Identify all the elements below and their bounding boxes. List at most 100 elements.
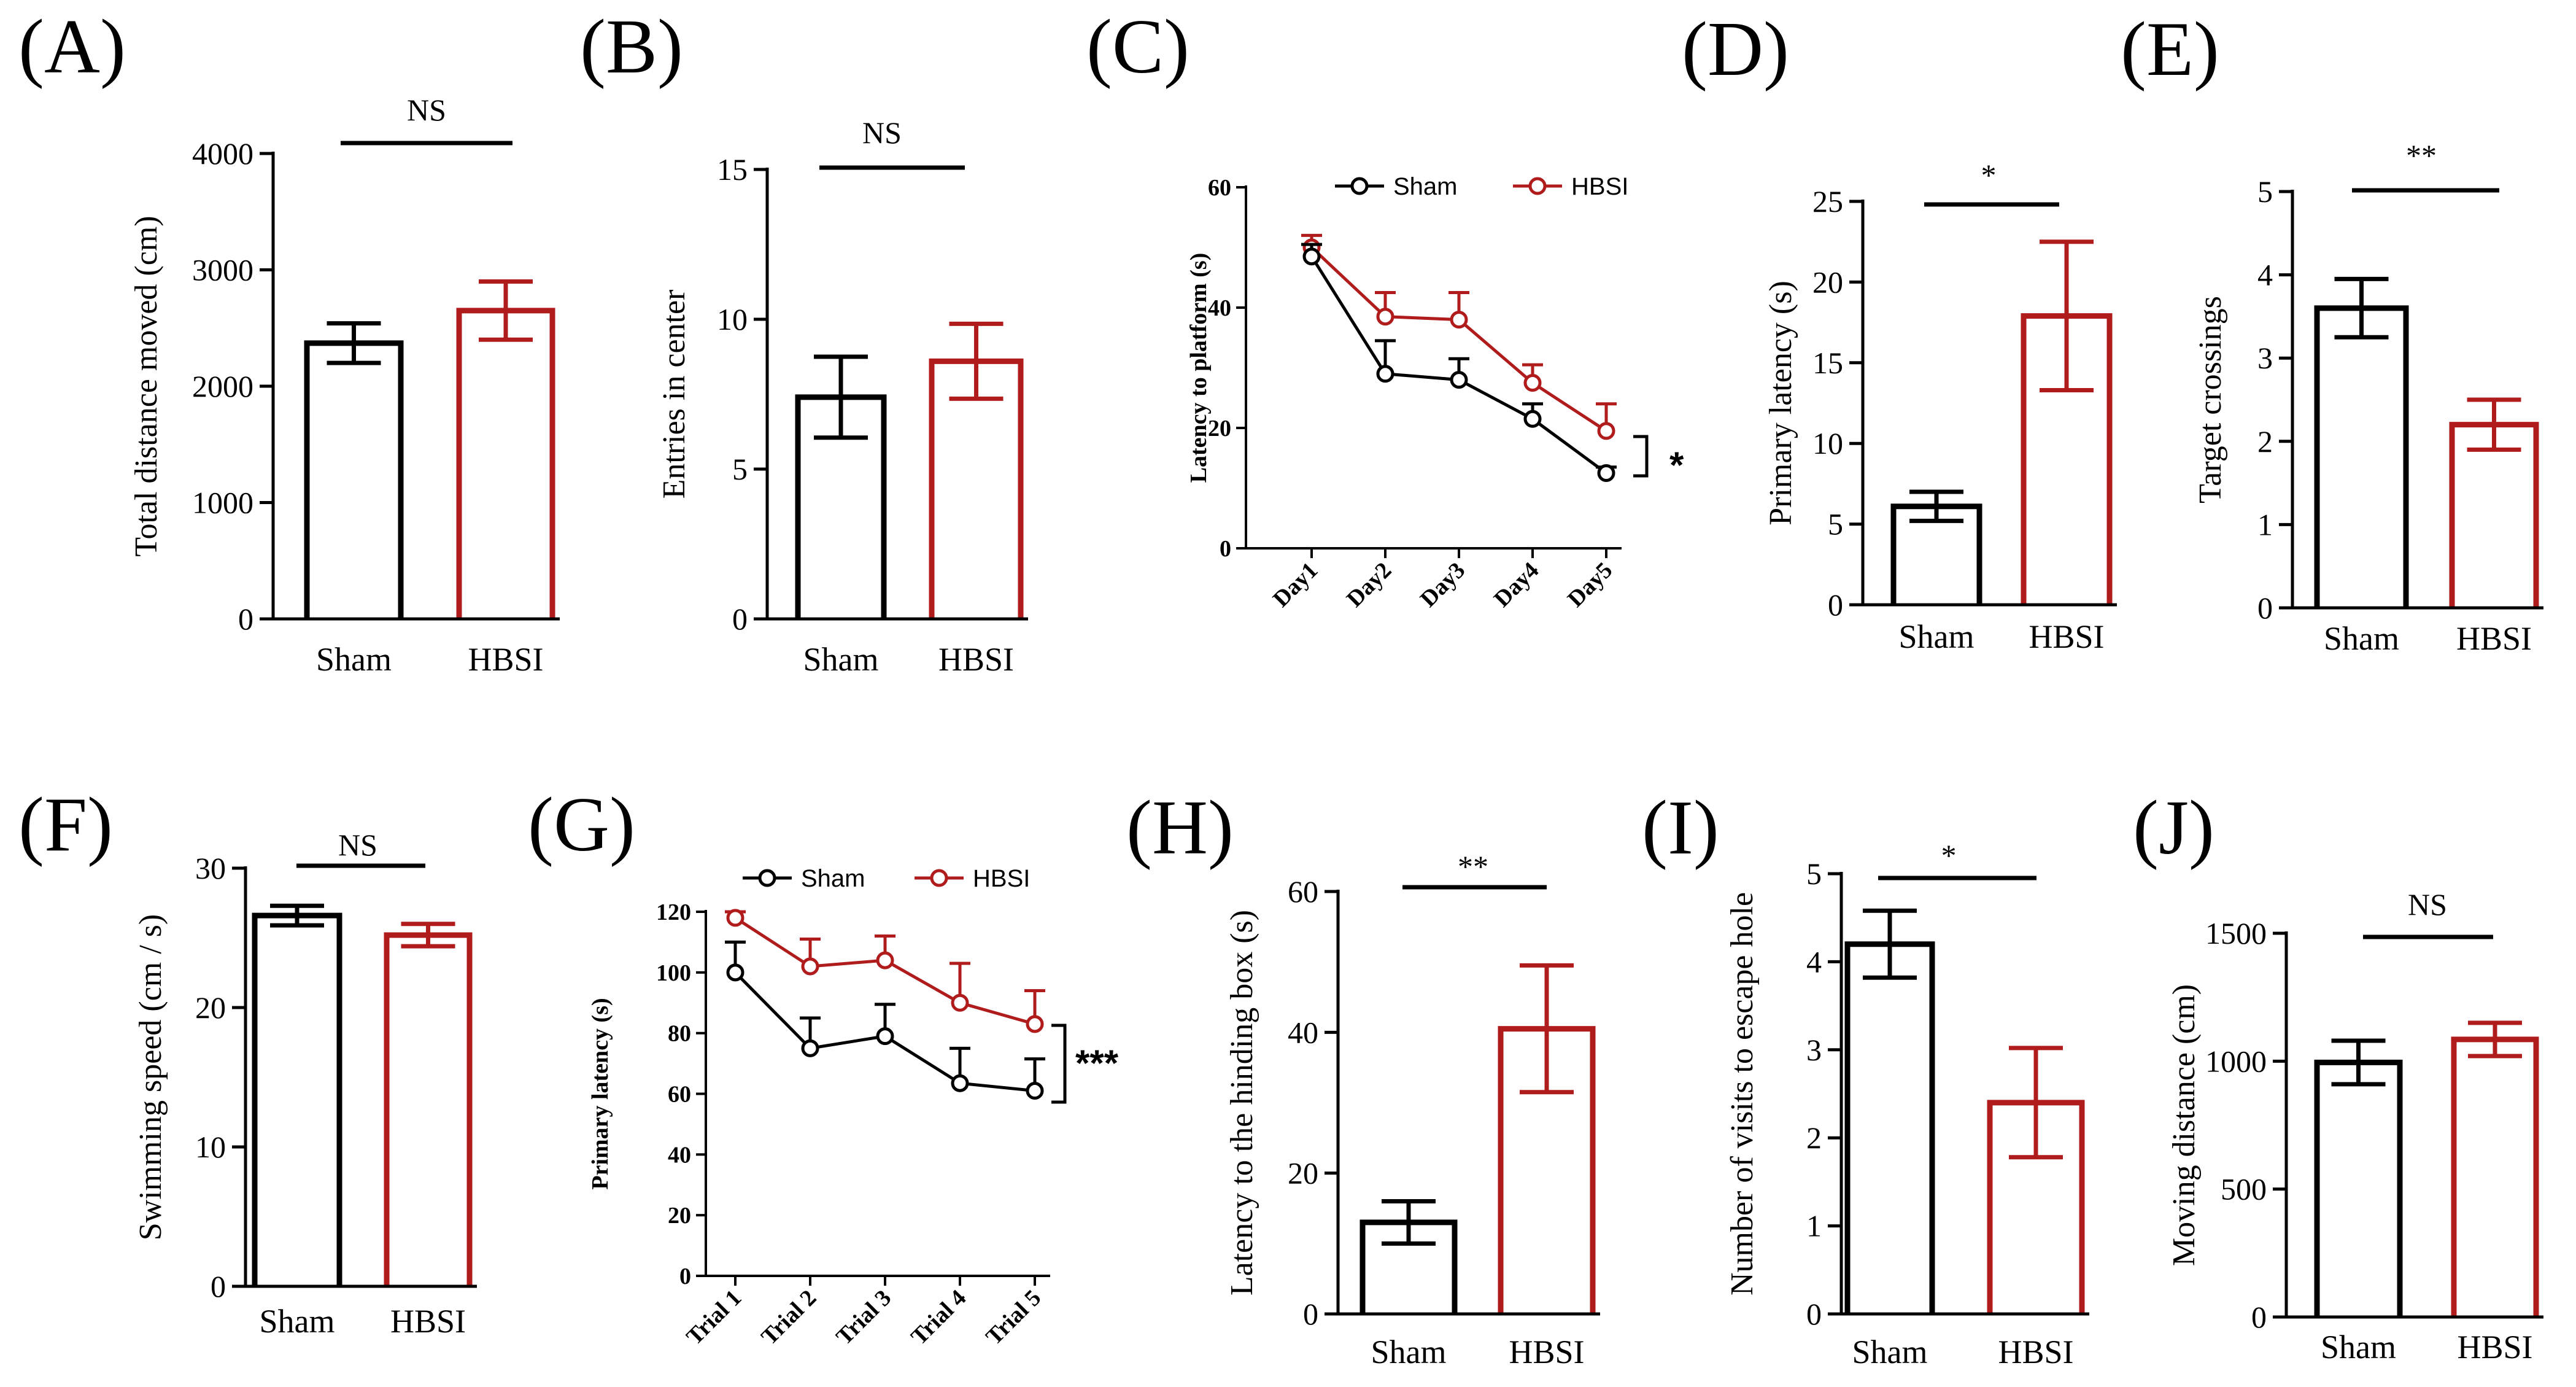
significance-label-d: * xyxy=(1981,158,1997,192)
data-point-hbsi-g xyxy=(801,957,819,976)
x-tick-label-c: Day4 xyxy=(1489,558,1544,612)
y-axis-label-b: Entries in center xyxy=(657,290,692,499)
y-tick-label-g: 100 xyxy=(656,960,691,986)
x-tick-label-b: HBSI xyxy=(938,641,1014,678)
data-point-hbsi-g xyxy=(726,909,745,927)
x-tick-label-e: Sham xyxy=(2324,620,2399,657)
x-tick-label-h: HBSI xyxy=(1509,1334,1584,1370)
data-point-sham-g xyxy=(876,1027,894,1046)
data-point-hbsi-g xyxy=(1026,1015,1044,1033)
data-point-sham-g xyxy=(1026,1082,1044,1100)
y-tick-label-d: 10 xyxy=(1812,426,1843,460)
y-tick-label-f: 10 xyxy=(195,1130,226,1164)
panel-letter-a: (A) xyxy=(18,4,126,90)
y-tick-label-a: 3000 xyxy=(192,253,253,287)
y-tick-label-e: 3 xyxy=(2257,341,2273,375)
y-tick-label-i: 0 xyxy=(1806,1297,1822,1331)
data-point-sham-c xyxy=(1450,371,1468,389)
legend-label-hbsi-g: HBSI xyxy=(973,865,1030,892)
x-tick-label-j: Sham xyxy=(2321,1329,2396,1366)
legend-label-sham-g: Sham xyxy=(801,865,865,892)
significance-label-i: * xyxy=(1941,838,1957,872)
y-tick-label-c: 0 xyxy=(1220,536,1231,562)
panel-letter-e: (E) xyxy=(2121,7,2219,92)
bar-sham-e xyxy=(2314,305,2409,608)
y-tick-label-d: 5 xyxy=(1828,507,1843,542)
y-tick-label-c: 20 xyxy=(1208,416,1231,441)
y-tick-label-d: 20 xyxy=(1812,265,1843,299)
significance-label-e: ** xyxy=(2406,138,2437,173)
y-tick-label-g: 20 xyxy=(668,1203,691,1229)
panel-letter-d: (D) xyxy=(1682,7,1789,92)
y-tick-label-e: 1 xyxy=(2257,507,2273,542)
y-tick-label-g: 0 xyxy=(679,1264,691,1289)
x-tick-label-g: Trial 4 xyxy=(906,1285,971,1350)
legend-marker-sham-g xyxy=(758,869,776,887)
y-tick-label-b: 10 xyxy=(717,302,748,336)
x-tick-label-c: Day3 xyxy=(1415,558,1470,612)
y-tick-label-e: 4 xyxy=(2257,258,2273,292)
x-tick-label-e: HBSI xyxy=(2456,620,2532,657)
x-tick-label-a: Sham xyxy=(316,641,392,678)
y-tick-label-e: 2 xyxy=(2257,424,2273,459)
y-tick-label-d: 0 xyxy=(1828,588,1843,622)
y-tick-label-e: 5 xyxy=(2257,174,2273,209)
panel-letter-j: (J) xyxy=(2133,785,2214,871)
panel-letter-g: (G) xyxy=(528,782,635,868)
y-axis-label-c: Latency to platform (s) xyxy=(1186,253,1212,483)
series-line-hbsi-c xyxy=(1310,246,1607,432)
significance-label-b: NS xyxy=(862,115,902,150)
bar-sham-j xyxy=(2314,1059,2403,1317)
y-axis-label-i: Number of visits to escape hole xyxy=(1725,892,1760,1296)
y-tick-label-g: 60 xyxy=(668,1082,691,1108)
y-axis-label-j: Moving distance (cm) xyxy=(2167,984,2202,1266)
y-tick-label-f: 0 xyxy=(211,1269,226,1303)
y-axis-label-e: Target crossings xyxy=(2193,296,2228,503)
panel-letter-c: (C) xyxy=(1086,4,1189,90)
y-tick-label-c: 40 xyxy=(1208,295,1231,321)
x-tick-label-g: Trial 2 xyxy=(756,1285,821,1350)
y-tick-label-f: 20 xyxy=(195,990,226,1025)
y-axis-label-d: Primary latency (s) xyxy=(1763,281,1798,526)
y-tick-label-j: 0 xyxy=(2251,1300,2267,1334)
x-tick-label-i: Sham xyxy=(1852,1334,1927,1370)
legend-marker-sham-c xyxy=(1350,177,1369,195)
y-tick-label-b: 5 xyxy=(732,452,748,486)
y-tick-label-i: 5 xyxy=(1806,857,1822,891)
panel-letter-i: (I) xyxy=(1642,785,1719,871)
x-tick-label-f: Sham xyxy=(259,1303,335,1340)
panel-letter-h: (H) xyxy=(1126,785,1234,871)
legend-marker-hbsi-c xyxy=(1528,177,1547,195)
x-tick-label-g: Trial 5 xyxy=(981,1285,1046,1350)
y-tick-label-j: 1000 xyxy=(2205,1044,2267,1078)
x-tick-label-d: HBSI xyxy=(2029,618,2104,655)
data-point-sham-g xyxy=(951,1074,969,1092)
data-point-sham-c xyxy=(1376,365,1394,383)
y-tick-label-g: 40 xyxy=(668,1142,691,1168)
y-tick-label-i: 2 xyxy=(1806,1121,1822,1155)
significance-label-j: NS xyxy=(2408,887,2447,922)
significance-label-c: * xyxy=(1669,445,1684,486)
legend-marker-hbsi-g xyxy=(930,869,948,887)
data-point-hbsi-c xyxy=(1376,308,1394,326)
x-tick-label-d: Sham xyxy=(1898,618,1974,655)
bar-hbsi-a xyxy=(456,308,555,619)
y-tick-label-c: 60 xyxy=(1208,175,1231,201)
y-tick-label-i: 4 xyxy=(1806,944,1822,979)
y-axis-label-f: Swimming speed (cm / s) xyxy=(133,914,168,1241)
y-tick-label-e: 0 xyxy=(2257,591,2273,625)
bar-hbsi-f xyxy=(384,932,473,1286)
y-tick-label-b: 0 xyxy=(732,602,748,636)
x-tick-label-g: Trial 3 xyxy=(831,1285,896,1350)
y-tick-label-j: 1500 xyxy=(2205,916,2267,950)
data-point-hbsi-c xyxy=(1450,311,1468,329)
y-tick-label-h: 20 xyxy=(1288,1156,1318,1191)
data-point-hbsi-c xyxy=(1597,422,1615,440)
significance-label-f: NS xyxy=(338,828,377,862)
y-tick-label-g: 80 xyxy=(668,1021,691,1047)
y-tick-label-f: 30 xyxy=(195,851,226,885)
data-point-sham-c xyxy=(1523,410,1542,428)
y-tick-label-h: 40 xyxy=(1288,1015,1318,1049)
significance-label-g: *** xyxy=(1075,1043,1119,1084)
bar-hbsi-j xyxy=(2451,1036,2539,1317)
